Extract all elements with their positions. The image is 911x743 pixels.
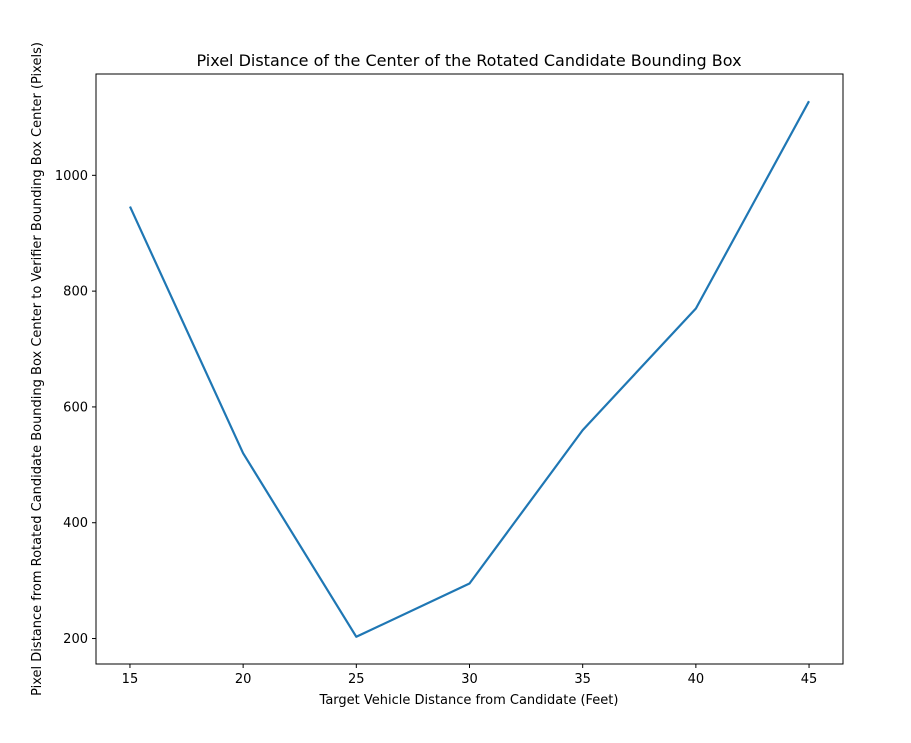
x-tick-label: 15 [122, 672, 139, 687]
y-axis-label: Pixel Distance from Rotated Candidate Bo… [30, 42, 45, 696]
y-tick-label: 400 [63, 516, 88, 531]
chart-title: Pixel Distance of the Center of the Rota… [196, 51, 741, 70]
x-axis-label: Target Vehicle Distance from Candidate (… [319, 693, 619, 708]
series-line [129, 100, 810, 638]
y-axis: 200 400 600 800 1000 [55, 169, 96, 647]
x-tick-label: 30 [461, 672, 478, 687]
x-tick-label: 35 [574, 672, 591, 687]
x-axis: 15 20 25 30 35 40 45 [122, 664, 818, 687]
x-tick-label: 25 [348, 672, 365, 687]
x-tick-label: 20 [235, 672, 252, 687]
plot-area [95, 73, 844, 665]
y-tick-label: 800 [63, 285, 88, 300]
y-tick-label: 1000 [55, 169, 88, 184]
y-tick-label: 200 [63, 632, 88, 647]
y-tick-label: 600 [63, 400, 88, 415]
x-tick-label: 45 [801, 672, 818, 687]
x-tick-label: 40 [688, 672, 705, 687]
